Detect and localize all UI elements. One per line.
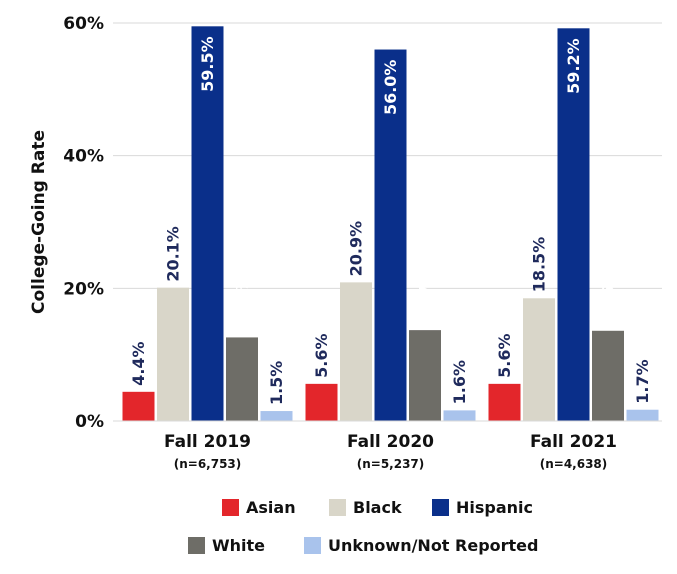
legend-swatch-white [188,537,205,554]
y-tick-label-0: 0% [75,412,104,432]
bar-white-1 [409,330,441,421]
y-axis-label: College-Going Rate [29,130,49,314]
x-axis-categories: Fall 2019 (n=6,753) Fall 2020 (n=5,237) Fall… [164,432,617,471]
data-label-black-0: 20.1% [164,226,183,282]
data-label-hispanic-2: 59.2% [564,38,583,94]
category-label-2: Fall 2021 [530,432,617,452]
category-subtitle-2: (n=4,638) [540,457,608,471]
legend-label-black: Black [353,498,402,517]
y-tick-label-3: 60% [63,14,104,34]
legend-label-asian: Asian [246,498,296,517]
bar-hispanic-1 [374,49,407,422]
bar-asian-2 [488,383,521,421]
data-label-asian-1: 5.6% [312,333,331,377]
bar-black-2 [523,298,555,421]
bar-black-0 [157,287,189,421]
bar-black-1 [340,282,372,421]
legend-label-white: White [212,536,265,555]
bar-white-0 [226,337,258,421]
data-label-asian-2: 5.6% [495,333,514,377]
legend-swatch-asian [222,499,239,516]
y-tick-label-1: 20% [63,279,104,299]
data-label-white-1: 13.7% [416,269,435,325]
bar-asian-0 [122,391,155,421]
category-label-1: Fall 2020 [347,432,434,452]
bar-unknown-not-reported-0 [260,411,293,421]
bar-hispanic-0 [191,26,224,422]
category-label-0: Fall 2019 [164,432,251,452]
legend-label-hispanic: Hispanic [456,498,533,517]
legend-swatch-hispanic [432,499,449,516]
data-label-black-2: 18.5% [530,237,549,293]
data-label-white-2: 13.6% [599,269,618,325]
legend-label-unknown-not-reported: Unknown/Not Reported [328,536,538,555]
bar-hispanic-2 [557,28,590,421]
y-axis-ticks: 0% 20% 40% 60% [63,14,104,432]
bar-asian-1 [305,383,338,421]
data-label-hispanic-1: 56.0% [381,60,400,116]
data-label-asian-0: 4.4% [129,341,148,385]
legend: Asian Black Hispanic White Unknown/Not Repor… [188,498,538,555]
data-label-unknown-not-reported-1: 1.6% [450,360,469,404]
bar-unknown-not-reported-1 [443,410,476,421]
data-label-hispanic-0: 59.5% [198,36,217,92]
bar-white-2 [592,330,624,421]
bar-unknown-not-reported-2 [626,409,659,421]
data-label-unknown-not-reported-0: 1.5% [267,361,286,405]
y-tick-label-2: 40% [63,147,104,167]
data-label-unknown-not-reported-2: 1.7% [633,359,652,403]
bars [122,26,659,422]
data-label-white-0: 12.6% [233,276,252,332]
data-labels: 4.4% 20.1% 59.5% 12.6% 1.5% 5.6% 20.9% 56.0% 13.… [129,36,652,405]
data-label-black-1: 20.9% [347,221,366,277]
category-subtitle-1: (n=5,237) [357,457,425,471]
legend-swatch-unknown-not-reported [304,537,321,554]
legend-swatch-black [329,499,346,516]
category-subtitle-0: (n=6,753) [174,457,242,471]
